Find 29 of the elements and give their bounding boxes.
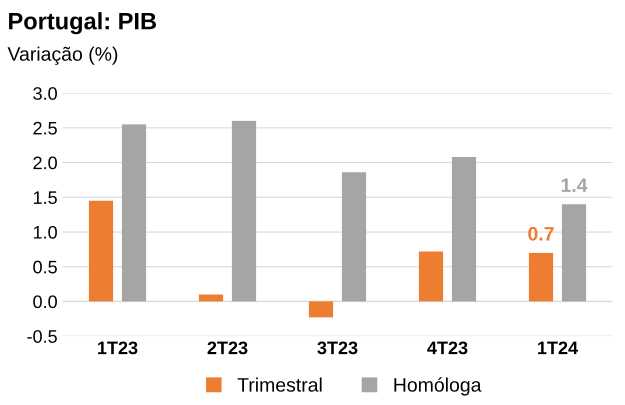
x-tick-label: 1T23: [98, 341, 138, 354]
chart-subtitle: Variação (%): [8, 46, 118, 65]
x-tick-label: 1T24: [538, 341, 578, 354]
legend-label: Homóloga: [394, 377, 482, 396]
bar: [528, 252, 554, 302]
data-label: 1.4: [562, 178, 588, 192]
bar: [308, 301, 334, 318]
text: 2.5: [33, 122, 57, 135]
text: 1.5: [34, 191, 57, 204]
chart-title: Portugal: PIB: [9, 12, 156, 34]
bar: [198, 294, 224, 302]
text: 0.0: [33, 295, 57, 308]
bar: [342, 172, 366, 302]
text: 1.0: [34, 226, 57, 239]
bar: [452, 157, 476, 302]
text: -0.5: [27, 330, 57, 343]
x-tick-label: 2T23: [208, 341, 248, 354]
x-tick-label: 4T23: [427, 341, 468, 354]
bar: [88, 200, 114, 302]
legend-label: Trimestral: [238, 377, 322, 392]
text: 2.0: [33, 156, 57, 170]
data-label: 0.7: [528, 226, 554, 241]
x-tick-label: 3T23: [317, 341, 358, 354]
bar: [232, 120, 256, 302]
bar: [562, 204, 586, 302]
text: 0.5: [33, 260, 57, 274]
bar: [122, 124, 146, 302]
text: 3.0: [33, 87, 57, 100]
bar: [418, 251, 444, 302]
